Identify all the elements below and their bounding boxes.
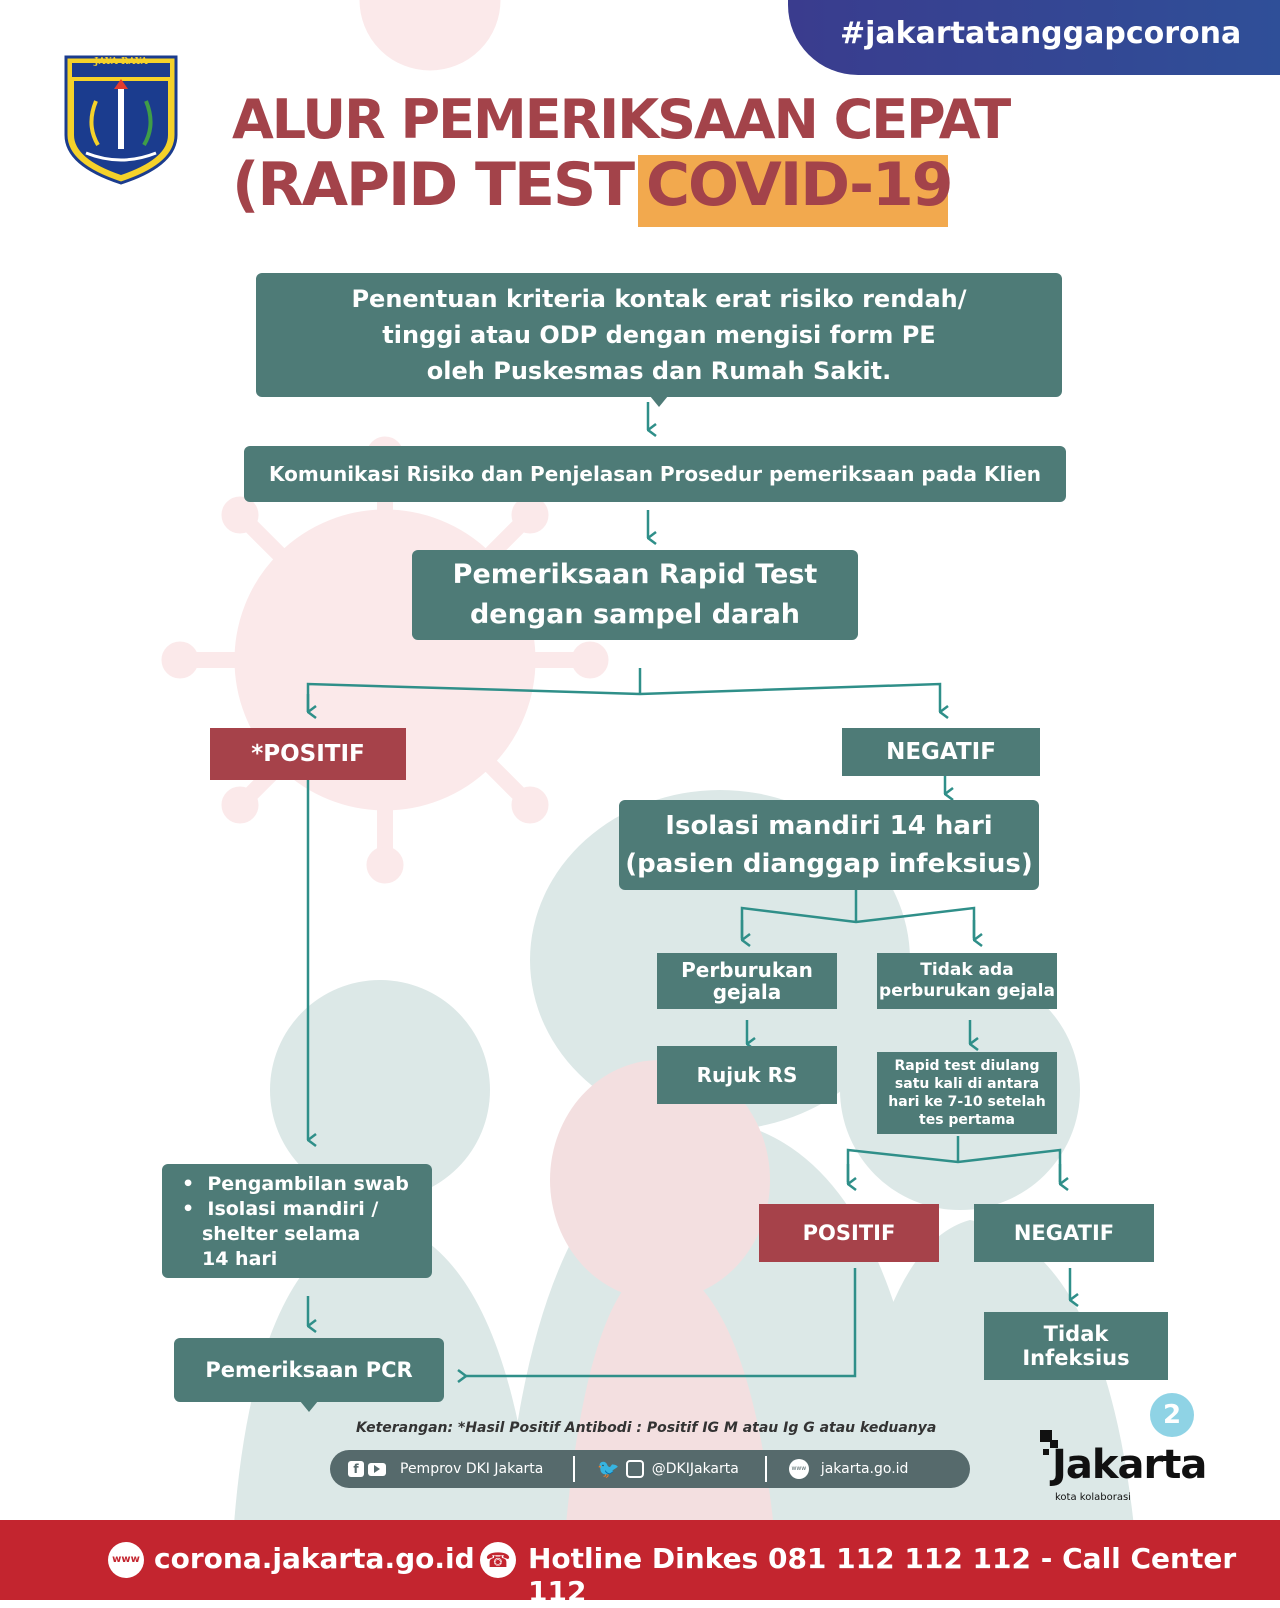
swab-item-1: Pengambilan swab [207,1173,409,1195]
instagram-icon [625,1460,644,1478]
title-highlight-text: COVID-19 [646,150,954,220]
retest-negative: NEGATIF [974,1204,1154,1262]
retest-negative-label: NEGATIF [1013,1221,1115,1245]
step1-line-1: Penentuan kriteria kontak erat risiko re… [351,285,967,313]
facebook-icon: f [348,1461,364,1477]
footer-site[interactable]: corona.jakarta.go.id - [154,1542,497,1575]
step-pcr: Pemeriksaan PCR [174,1338,444,1412]
step-contact-criteria: Penentuan kriteria kontak erat risiko re… [256,273,1062,407]
social-web[interactable]: jakarta.go.id [820,1461,909,1477]
step-risk-communication: Komunikasi Risiko dan Penjelasan Prosedu… [244,446,1066,502]
footer-bar: www corona.jakarta.go.id - ☎ Hotline Din… [0,1520,1280,1608]
title-line-2: (RAPID TEST) [232,150,661,220]
title-highlight [638,155,948,227]
no-worsening-line-1: Tidak ada [920,960,1014,980]
hashtag-text: #jakartatanggapcorona [840,16,1242,51]
result-positive: *POSITIF [210,728,406,780]
retest-line-1: Rapid test diulang [894,1058,1040,1074]
jakarta-brand-tagline: kota kolaborasi [1055,1492,1131,1503]
step3-line-1: Pemeriksaan Rapid Test [452,559,818,590]
social-divider-2 [764,1456,767,1482]
worsening-line-1: Perburukan [681,958,813,982]
outcome-not-infectious: Tidak Infeksius [984,1312,1168,1380]
step-rapid-test: Pemeriksaan Rapid Test dengan sampel dar… [412,550,858,640]
page-number-badge: 2 [1150,1393,1194,1437]
retest-positive-label: POSITIF [802,1221,896,1245]
step3-line-2: dengan sampel darah [469,599,801,630]
step1-line-2: tinggi atau ODP dengan mengisi form PE [382,321,936,349]
social-twitter-instagram[interactable]: @DKIJakarta [651,1461,739,1477]
jakarta-brand-name: Jakarta [1052,1442,1207,1488]
not-infectious-line-1: Tidak [1043,1322,1109,1346]
not-infectious-line-2: Infeksius [1022,1346,1130,1370]
referral-label: Rujuk RS [696,1063,798,1087]
social-divider-1 [573,1456,576,1482]
www-icon: www [108,1542,144,1578]
youtube-icon [368,1462,386,1476]
social-bar: f Pemprov DKI Jakarta 🐦 @DKIJakarta www … [330,1450,970,1488]
pcr-label: Pemeriksaan PCR [205,1358,413,1382]
step1-line-3: oleh Puskesmas dan Rumah Sakit. [426,357,892,385]
isolation-line-2: (pasien dianggap infeksius) [625,849,1033,879]
phone-icon: ☎ [480,1542,516,1578]
retest-line-3: hari ke 7-10 setelah [888,1094,1046,1110]
step-retest: Rapid test diulang satu kali di antara h… [877,1052,1057,1134]
hashtag-banner [788,0,1280,75]
worsening-line-2: gejala [712,980,782,1004]
title-line-1: ALUR PEMERIKSAAN CEPAT [232,88,1011,151]
social-facebook-youtube[interactable]: Pemprov DKI Jakarta [400,1461,544,1477]
logo-label: JAYA RAYA [94,57,148,67]
swab-item-2: Isolasi mandiri / [207,1198,379,1220]
isolation-line-1: Isolasi mandiri 14 hari [665,811,993,841]
step-refer-hospital: Rujuk RS [657,1046,837,1104]
step2-text: Komunikasi Risiko dan Penjelasan Prosedu… [268,462,1042,486]
footer-hotline[interactable]: Hotline Dinkes 081 112 112 112 - Call Ce… [528,1542,1237,1608]
swab-line-3: shelter selama [202,1223,361,1245]
result-negative: NEGATIF [842,728,1040,776]
retest-line-4: tes pertama [919,1112,1015,1128]
positive-label: *POSITIF [251,741,365,767]
jakarta-emblem-logo [64,55,178,185]
twitter-icon: 🐦 [597,1458,620,1480]
retest-positive: POSITIF [759,1204,939,1262]
swab-line-4: 14 hari [202,1248,278,1270]
step-self-isolation: Isolasi mandiri 14 hari (pasien dianggap… [619,800,1039,890]
swab-line-1: • Pengambilan swab [182,1173,409,1195]
retest-line-2: satu kali di antara [894,1076,1040,1092]
negative-label: NEGATIF [886,739,996,765]
swab-line-2: • Isolasi mandiri / [182,1198,379,1220]
www-icon: www [788,1459,809,1479]
branch-no-worsening: Tidak ada perburukan gejala [877,953,1057,1009]
step-swab-isolation: • Pengambilan swab • Isolasi mandiri / s… [162,1164,432,1278]
no-worsening-line-2: perburukan gejala [879,981,1055,1001]
branch-worsening: Perburukan gejala [657,953,837,1009]
footnote: Keterangan: *Hasil Positif Antibodi : Po… [356,1420,937,1436]
jakarta-brand-mark-icon [1040,1430,1052,1442]
